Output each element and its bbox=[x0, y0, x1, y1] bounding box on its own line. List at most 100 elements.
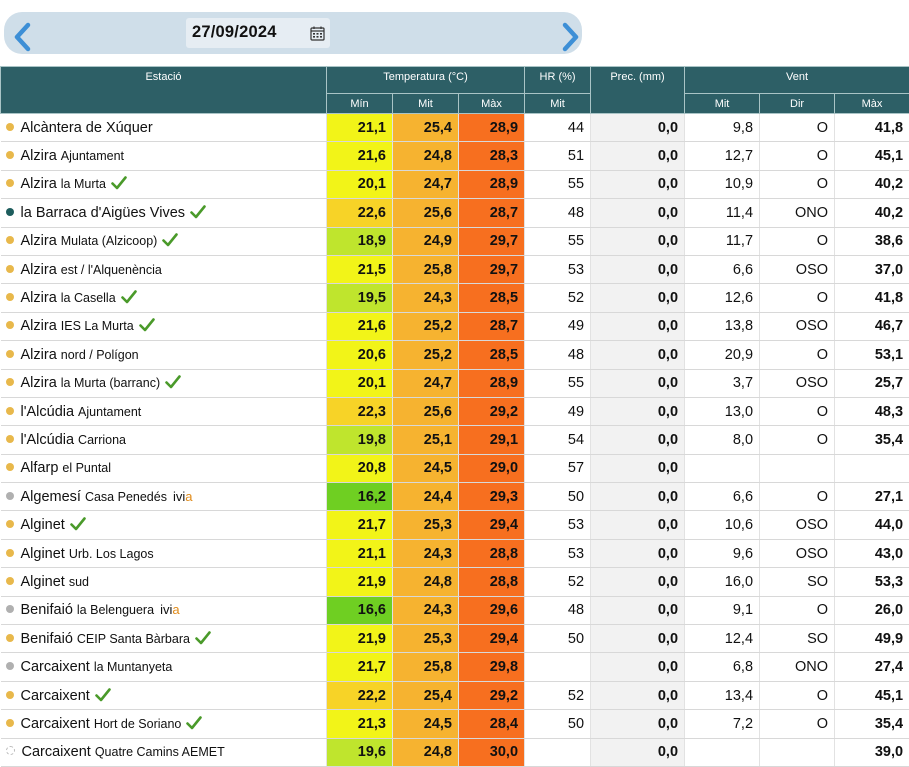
station-name[interactable]: la Barraca d'Aigües Vives bbox=[21, 205, 186, 221]
station-name[interactable]: Alzira bbox=[21, 262, 57, 278]
station-status-dot-icon bbox=[6, 435, 14, 443]
station-name[interactable]: l'Alcúdia bbox=[21, 432, 75, 448]
wind-mit-cell: 9,8 bbox=[685, 114, 760, 142]
next-day-button[interactable] bbox=[561, 22, 581, 52]
station-status-dot-icon bbox=[6, 123, 14, 131]
date-picker[interactable]: 27/09/2024 bbox=[186, 18, 330, 48]
station-name[interactable]: Alzira bbox=[21, 233, 57, 249]
station-name[interactable]: Benifaió bbox=[21, 602, 73, 618]
station-location: est / l'Alquenència bbox=[61, 263, 162, 277]
previous-day-button[interactable] bbox=[12, 22, 32, 52]
station-name[interactable]: Alginet bbox=[21, 517, 65, 533]
station-name[interactable]: Alzira bbox=[21, 375, 57, 391]
station-name[interactable]: Alzira bbox=[21, 176, 57, 192]
wind-mit-cell: 9,6 bbox=[685, 539, 760, 567]
station-name[interactable]: Benifaió bbox=[21, 631, 73, 647]
station-name[interactable]: Carcaixent bbox=[21, 716, 90, 732]
header-estacio[interactable]: Estació bbox=[1, 67, 327, 114]
station-name[interactable]: Alginet bbox=[21, 546, 65, 562]
temp-max-cell: 28,4 bbox=[459, 710, 525, 738]
temp-mit-cell: 24,3 bbox=[393, 539, 459, 567]
station-name[interactable]: Carcaixent bbox=[22, 744, 91, 760]
temp-max-cell: 29,2 bbox=[459, 397, 525, 425]
station-name[interactable]: Carcaixent bbox=[21, 688, 90, 704]
station-cell[interactable]: Alcàntera de Xúquer bbox=[1, 114, 327, 142]
header-vent-dir[interactable]: Dir bbox=[760, 94, 835, 114]
station-cell[interactable]: Alzira est / l'Alquenència bbox=[1, 255, 327, 283]
calendar-icon[interactable] bbox=[310, 26, 325, 41]
station-name[interactable]: Alzira bbox=[21, 318, 57, 334]
wind-dir-cell: O bbox=[760, 483, 835, 511]
station-name[interactable]: Algemesí bbox=[21, 489, 81, 505]
wind-max-cell bbox=[835, 454, 909, 482]
station-cell[interactable]: Carcaixent bbox=[1, 681, 327, 709]
station-cell[interactable]: la Barraca d'Aigües Vives bbox=[1, 199, 327, 227]
temp-max-cell: 29,2 bbox=[459, 681, 525, 709]
header-temp-min[interactable]: Mín bbox=[327, 94, 393, 114]
station-name[interactable]: Alcàntera de Xúquer bbox=[21, 120, 153, 136]
header-vent-mit[interactable]: Mit bbox=[685, 94, 760, 114]
station-status-dot-icon bbox=[6, 605, 14, 613]
wind-dir-cell: O bbox=[760, 681, 835, 709]
header-temp-mit[interactable]: Mit bbox=[393, 94, 459, 114]
wind-max-cell: 48,3 bbox=[835, 397, 909, 425]
temp-mit-cell: 24,8 bbox=[393, 568, 459, 596]
station-name[interactable]: Alzira bbox=[21, 347, 57, 363]
station-name[interactable]: l'Alcúdia bbox=[21, 404, 75, 420]
station-cell[interactable]: Carcaixent la Muntanyeta bbox=[1, 653, 327, 681]
wind-dir-cell: O bbox=[760, 227, 835, 255]
station-location: la Muntanyeta bbox=[94, 660, 173, 674]
hr-mit-cell: 53 bbox=[525, 511, 591, 539]
station-name[interactable]: Alginet bbox=[21, 574, 65, 590]
header-vent-max[interactable]: Màx bbox=[835, 94, 909, 114]
station-name[interactable]: Alzira bbox=[21, 148, 57, 164]
station-name[interactable]: Alfarp bbox=[21, 460, 59, 476]
station-cell[interactable]: Alginet bbox=[1, 511, 327, 539]
header-prec[interactable]: Prec. (mm) bbox=[591, 67, 685, 114]
header-temp-max[interactable]: Màx bbox=[459, 94, 525, 114]
station-name[interactable]: Alzira bbox=[21, 290, 57, 306]
header-hr-mit[interactable]: Mit bbox=[525, 94, 591, 114]
station-name[interactable]: Carcaixent bbox=[21, 659, 90, 675]
